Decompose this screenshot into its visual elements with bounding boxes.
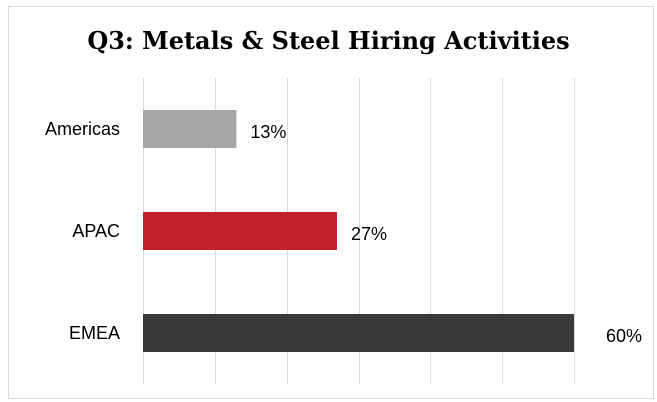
- data-label-americas: 13%: [250, 122, 286, 142]
- data-label-emea: 60%: [606, 326, 642, 346]
- bars: [143, 110, 574, 352]
- category-label-emea: EMEA: [69, 323, 120, 343]
- chart-title: Q3: Metals & Steel Hiring Activities: [87, 26, 570, 55]
- bar-emea: [143, 314, 574, 352]
- data-labels: 13% 27% 60%: [250, 122, 642, 346]
- bar-apac: [143, 212, 337, 250]
- category-label-apac: APAC: [72, 221, 120, 241]
- data-label-apac: 27%: [351, 224, 387, 244]
- category-labels: Americas APAC EMEA: [45, 119, 120, 343]
- category-label-americas: Americas: [45, 119, 120, 139]
- bar-americas: [143, 110, 237, 148]
